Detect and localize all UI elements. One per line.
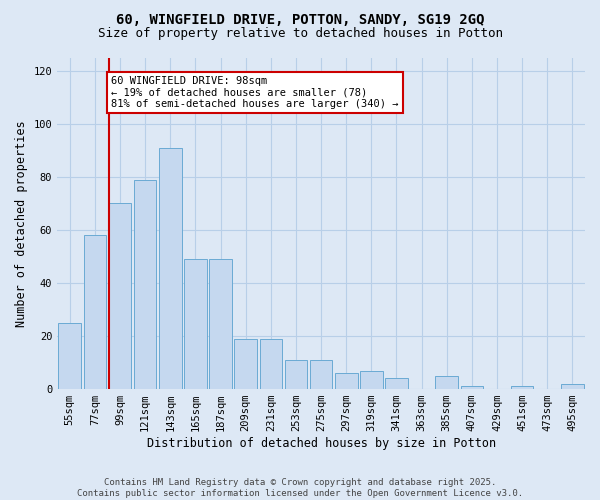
Bar — [310, 360, 332, 389]
Bar — [284, 360, 307, 389]
Text: 60 WINGFIELD DRIVE: 98sqm
← 19% of detached houses are smaller (78)
81% of semi-: 60 WINGFIELD DRIVE: 98sqm ← 19% of detac… — [111, 76, 399, 110]
Bar — [58, 323, 81, 389]
Bar — [461, 386, 483, 389]
Bar — [385, 378, 408, 389]
Bar — [360, 370, 383, 389]
Bar — [335, 373, 358, 389]
Bar — [235, 338, 257, 389]
Bar — [209, 259, 232, 389]
Bar — [561, 384, 584, 389]
Bar — [83, 235, 106, 389]
Bar — [511, 386, 533, 389]
Text: 60, WINGFIELD DRIVE, POTTON, SANDY, SG19 2GQ: 60, WINGFIELD DRIVE, POTTON, SANDY, SG19… — [116, 12, 484, 26]
Text: Contains HM Land Registry data © Crown copyright and database right 2025.
Contai: Contains HM Land Registry data © Crown c… — [77, 478, 523, 498]
Bar — [436, 376, 458, 389]
X-axis label: Distribution of detached houses by size in Potton: Distribution of detached houses by size … — [146, 437, 496, 450]
Bar — [260, 338, 282, 389]
Bar — [134, 180, 157, 389]
Bar — [109, 204, 131, 389]
Bar — [184, 259, 207, 389]
Text: Size of property relative to detached houses in Potton: Size of property relative to detached ho… — [97, 28, 503, 40]
Bar — [159, 148, 182, 389]
Y-axis label: Number of detached properties: Number of detached properties — [15, 120, 28, 326]
